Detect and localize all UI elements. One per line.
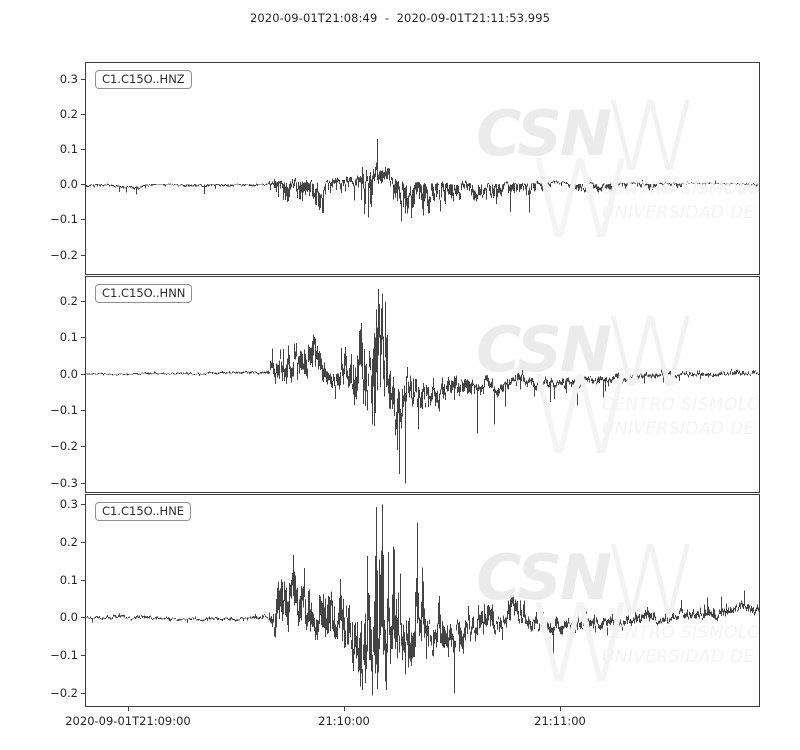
page-title: 2020-09-01T21:08:49 - 2020-09-01T21:11:5… <box>249 11 551 25</box>
y-axis-tick-label: −0.2 <box>50 247 78 262</box>
y-axis-tick-mark <box>81 149 85 151</box>
y-axis-tick-mark <box>81 410 85 411</box>
waveform-trace-hne <box>86 504 759 696</box>
y-axis-tick-mark <box>81 655 85 657</box>
y-axis-tick-mark <box>81 184 85 186</box>
channel-label-hnn: C1.C15O..HNN <box>95 284 193 304</box>
y-axis-tick-mark <box>81 482 85 484</box>
y-axis-tick-mark <box>81 692 85 694</box>
waveform-panel-hnn[interactable]: CSN W W CENTRO SISMOLÓGICO NACIONAL UNIV… <box>85 276 760 493</box>
y-axis-tick-label: 0.3 <box>59 71 78 86</box>
y-axis-tick-label: 0.2 <box>59 293 78 308</box>
y-axis-tick-label: 0.1 <box>59 330 78 345</box>
y-axis-tick-column: 0.3 0.2 0.1 0.0 −0.1 −0.2 <box>38 494 78 707</box>
y-axis-tick-label: 0.2 <box>59 535 78 550</box>
y-axis-tick-label: −0.1 <box>50 648 78 663</box>
x-axis-tick-label: 21:11:00 <box>534 714 586 728</box>
channel-label-hnz: C1.C15O..HNZ <box>95 70 192 90</box>
y-axis-tick-label: −0.2 <box>50 439 78 454</box>
y-axis-tick-label: −0.1 <box>50 212 78 227</box>
y-axis-tick-mark <box>81 504 85 506</box>
waveform-trace-hnz <box>86 138 759 222</box>
y-axis-tick-mark <box>81 78 85 80</box>
y-axis-tick-label: −0.1 <box>50 403 78 417</box>
y-axis-tick-mark <box>81 300 85 302</box>
y-axis-tick-mark <box>81 579 85 581</box>
x-axis-tick-mark <box>128 707 129 711</box>
y-axis-tick-label: −0.2 <box>50 685 78 700</box>
y-axis-tick-mark <box>81 542 85 544</box>
y-axis-tick-label: 0.1 <box>59 572 78 587</box>
y-axis-tick-mark <box>81 373 85 375</box>
y-axis-tick-mark <box>81 446 85 448</box>
waveform-panel-hnz[interactable]: CSN W W CENTRO SISMOLÓGICO NACIONAL UNIV… <box>85 62 760 275</box>
y-axis-tick-label: 0.0 <box>59 610 78 625</box>
channel-label-hne: C1.C15O..HNE <box>95 502 192 522</box>
y-axis-tick-label: −0.3 <box>50 475 78 490</box>
x-axis-tick-label: 21:10:00 <box>318 714 370 728</box>
x-axis-tick-mark <box>560 707 561 711</box>
x-axis-tick-label: 2020-09-01T21:09:00 <box>65 714 191 728</box>
y-axis-tick-mark <box>81 617 85 619</box>
y-axis-tick-label: 0.1 <box>59 142 78 157</box>
waveform-trace-hnn <box>86 289 759 484</box>
y-axis-tick-label: 0.0 <box>59 177 78 192</box>
y-axis-tick-mark <box>81 337 85 339</box>
x-axis-tick-mark <box>344 707 345 711</box>
y-axis-tick-column: 0.2 0.1 0.0 −0.1 −0.2 −0.3 <box>38 276 78 493</box>
y-axis-tick-label: 0.0 <box>59 366 78 381</box>
y-axis-tick-label: 0.2 <box>59 106 78 121</box>
y-axis-tick-mark <box>81 113 85 115</box>
y-axis-tick-label: 0.3 <box>59 497 78 512</box>
y-axis-tick-mark <box>81 254 85 256</box>
y-axis-tick-mark <box>81 219 85 221</box>
y-axis-tick-column: 0.3 0.2 0.1 0.0 −0.1 −0.2 <box>38 62 78 275</box>
waveform-panel-hne[interactable]: CSN W W CENTRO SISMOLÓGICO NACIONAL UNIV… <box>85 494 760 707</box>
